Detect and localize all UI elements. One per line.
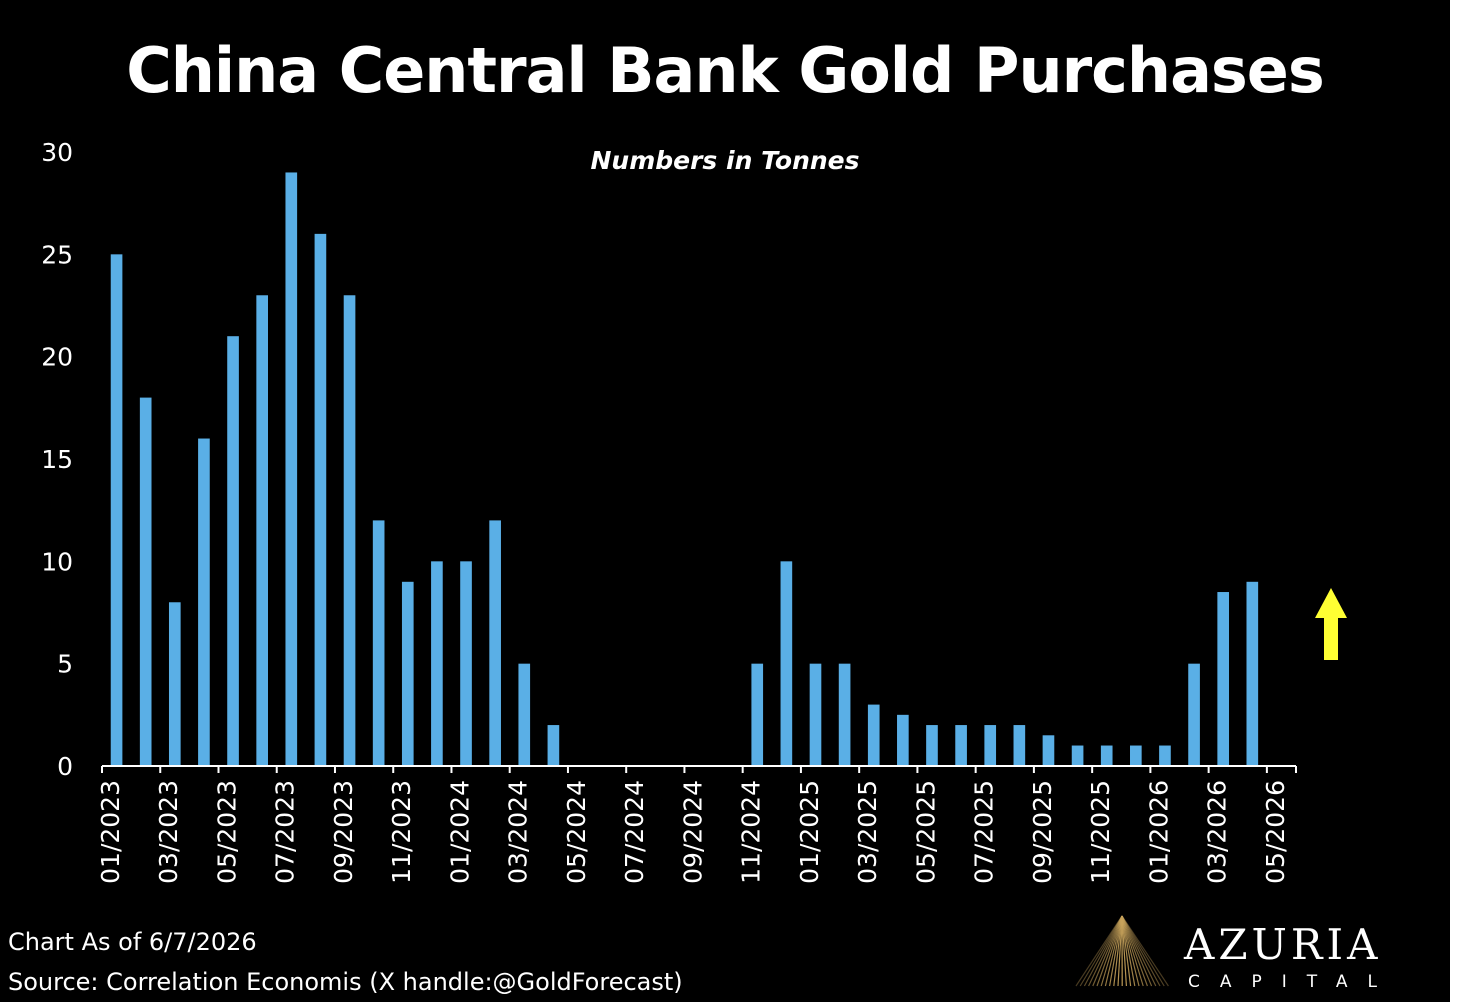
x-tick-label: 01/2025 [795, 780, 824, 884]
logo-ray [1121, 915, 1132, 987]
y-tick-label: 20 [41, 343, 73, 372]
bar-05-2023 [227, 336, 239, 766]
logo-ray [1088, 915, 1123, 987]
logo-ray [1121, 915, 1165, 987]
bar-12-2024 [780, 561, 793, 766]
logo-ray [1121, 915, 1153, 987]
bar-04-2025 [897, 714, 909, 766]
logo-ray [1079, 915, 1123, 987]
x-tick-label: 11/2025 [1086, 780, 1115, 884]
logo-ray [1121, 915, 1127, 987]
x-tick-label: 07/2023 [271, 780, 300, 884]
chart-as-of-note: Chart As of 6/7/2026 [8, 928, 257, 956]
logo-ray [1083, 915, 1123, 987]
logo-ray [1121, 915, 1144, 987]
bar-11-2023 [401, 581, 414, 766]
bar-07-2023 [285, 172, 298, 766]
bar-10-2025 [1071, 745, 1084, 766]
logo-ray [1121, 915, 1136, 987]
logo-ray [1121, 915, 1148, 987]
chart-subtitle: Numbers in Tonnes [590, 146, 860, 175]
bar-05-2025 [926, 725, 938, 766]
logo-ray [1075, 915, 1123, 987]
logo-ray [1121, 915, 1161, 987]
bar-12-2025 [1130, 745, 1142, 766]
source-note: Source: Correlation Economis (X handle:@… [8, 968, 683, 996]
y-tick-label: 15 [41, 445, 73, 474]
bar-08-2025 [1013, 725, 1026, 766]
bar-01-2024 [460, 561, 472, 766]
logo-ray [1092, 915, 1123, 987]
bar-01-2025 [809, 663, 822, 766]
x-tick-label: 03/2025 [853, 780, 882, 884]
logo-ray [1113, 915, 1123, 987]
logo-subtitle: CAPITAL [1188, 972, 1397, 992]
x-tick-label: 05/2024 [562, 780, 591, 884]
bar-12-2023 [431, 561, 443, 766]
bar-02-2026 [1188, 663, 1200, 766]
bar-06-2025 [955, 725, 967, 766]
logo-mark-icon [1075, 915, 1169, 987]
y-tick-label: 30 [41, 138, 73, 167]
logo-ray [1100, 915, 1123, 987]
bar-08-2023 [314, 233, 327, 766]
logo-ray [1121, 915, 1169, 987]
x-tick-label: 01/2023 [96, 780, 125, 884]
bar-02-2025 [838, 663, 851, 766]
x-tick-label: 09/2023 [329, 780, 358, 884]
logo-name: AZURIA [1184, 920, 1382, 969]
x-tick-label: 07/2025 [970, 780, 999, 884]
bar-09-2023 [343, 295, 356, 766]
bar-09-2025 [1042, 735, 1055, 766]
up-arrow-icon [1315, 588, 1347, 660]
bar-03-2025 [867, 704, 880, 766]
y-tick-label: 5 [57, 650, 73, 679]
x-tick-label: 01/2026 [1144, 780, 1173, 884]
bar-11-2024 [751, 663, 764, 766]
x-tick-label: 05/2026 [1261, 780, 1290, 884]
bar-01-2023 [110, 254, 123, 767]
x-tick-label: 03/2026 [1203, 780, 1232, 884]
x-tick-label: 03/2024 [504, 780, 533, 884]
logo-ray [1121, 915, 1157, 987]
x-tick-label: 01/2024 [445, 780, 474, 884]
logo-ray [1096, 915, 1123, 987]
logo-ray [1121, 915, 1140, 987]
bar-03-2023 [168, 602, 181, 766]
x-tick-label: 07/2024 [620, 780, 649, 884]
bar-02-2023 [139, 397, 152, 766]
logo-ray [1117, 915, 1123, 987]
bar-02-2024 [489, 520, 501, 766]
bar-10-2023 [372, 520, 385, 766]
x-tick-label: 05/2023 [212, 780, 241, 884]
bar-04-2024 [547, 725, 560, 766]
logo-ray [1104, 915, 1123, 987]
bar-11-2025 [1100, 745, 1113, 766]
bar-03-2024 [518, 663, 531, 766]
x-tick-label: 11/2023 [387, 780, 416, 884]
x-tick-label: 03/2023 [154, 780, 183, 884]
x-tick-label: 05/2025 [911, 780, 940, 884]
logo-ray [1109, 915, 1123, 987]
chart-title: China Central Bank Gold Purchases [126, 34, 1325, 107]
x-tick-label: 09/2025 [1028, 780, 1057, 884]
bar-07-2025 [984, 725, 997, 766]
bar-chart: 0 5 10 15 20 25 30 01/2023 03/2023 05/2023 07/2023… [41, 138, 1347, 884]
bar-04-2026 [1246, 581, 1259, 766]
bar-04-2023 [198, 438, 210, 766]
bar-03-2026 [1217, 592, 1230, 766]
bar-01-2026 [1159, 745, 1171, 766]
x-tick-label: 11/2024 [737, 780, 766, 884]
bar-06-2023 [256, 295, 268, 766]
y-tick-label: 25 [41, 240, 73, 269]
y-tick-label: 0 [57, 752, 73, 781]
y-tick-label: 10 [41, 547, 73, 576]
azuria-capital-logo: AZURIA CAPITAL [1072, 912, 1432, 998]
x-tick-label: 09/2024 [678, 780, 707, 884]
